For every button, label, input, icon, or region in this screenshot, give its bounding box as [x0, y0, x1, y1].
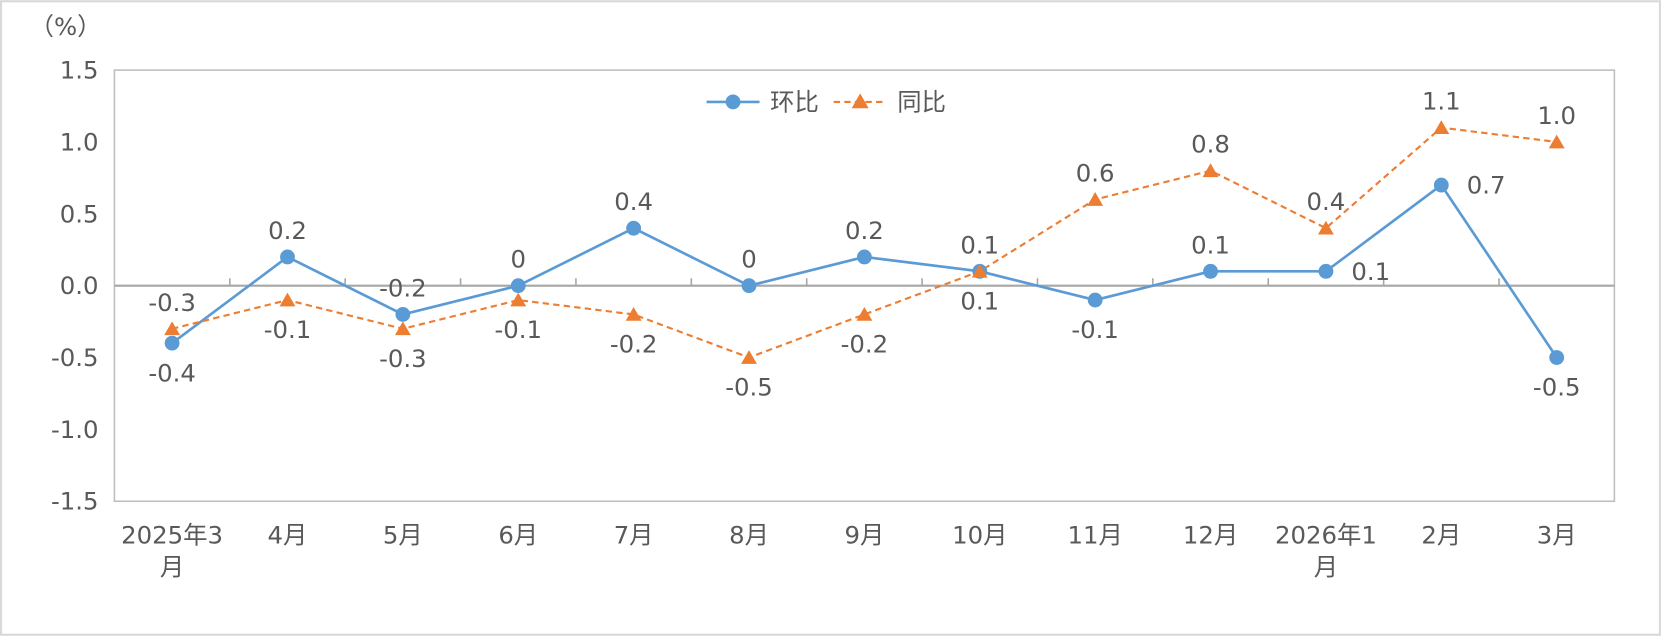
- data-labels: -0.4 0.2 -0.2 0 0.4 0 0.2 0.1 -0.1 0.1 0.1 0.7 -0.5 -…: [148, 87, 1580, 402]
- x-tick-label: 9月: [844, 521, 884, 550]
- series-2-data-label: -0.5: [725, 373, 773, 402]
- series-2-point: [1202, 163, 1219, 178]
- legend-label: 环比: [770, 87, 819, 116]
- series-1-point: [510, 278, 526, 294]
- y-tick-label: -1.0: [51, 415, 99, 444]
- series-1-point: [856, 249, 872, 265]
- series-1-data-label: 0.1: [1191, 230, 1230, 259]
- series-1-data-label: 0.1: [960, 230, 999, 259]
- series-1-data-label: 0.2: [268, 216, 307, 245]
- series-2-point: [1433, 120, 1450, 134]
- legend-item-series-2: 同比: [833, 87, 946, 116]
- x-tick-label: 10月: [952, 521, 1007, 550]
- series-2-point: [1087, 192, 1104, 206]
- x-tick-label: 4月: [268, 521, 308, 550]
- series-1-point: [280, 249, 295, 265]
- x-tick-label: 11月: [1067, 521, 1122, 550]
- series-1-data-label: -0.4: [148, 358, 196, 387]
- x-axis: 2025年3 月 4月 5月 6月 7月 8月 9月 10月 11月 12月 2026年1 月 2月 3月: [121, 278, 1577, 582]
- legend: 环比 同比: [706, 87, 946, 116]
- triangle-marker-icon: [851, 93, 869, 109]
- series-2-data-label: 0.1: [960, 286, 999, 315]
- series-1-data-label: 0: [510, 245, 525, 274]
- series-1-data-label: -0.2: [379, 273, 427, 302]
- series-1-data-label: 0.4: [614, 187, 653, 216]
- series-1-point: [395, 307, 411, 322]
- x-tick-label: 7月: [614, 521, 654, 550]
- series-2-data-label: 1.1: [1422, 87, 1461, 116]
- series-2-point: [625, 307, 642, 321]
- series-1-data-label: 0: [741, 245, 757, 274]
- x-tick-label: 2026年1 月: [1275, 521, 1377, 582]
- series-1-data-label: 0.1: [1351, 257, 1390, 286]
- series-2-point: [394, 321, 411, 336]
- series-2-data-label: -0.3: [148, 288, 196, 317]
- series-2-point: [1548, 134, 1565, 149]
- series-layer: [164, 120, 1565, 365]
- series-2-data-label: 1.0: [1537, 101, 1576, 130]
- x-tick-label: 12月: [1183, 521, 1238, 550]
- series-1-point: [1203, 263, 1218, 279]
- series-1-data-label: 0.7: [1467, 171, 1506, 200]
- x-tick-label: 3月: [1537, 521, 1577, 550]
- series-2-data-label: -0.3: [379, 344, 427, 373]
- series-2-point: [856, 307, 873, 321]
- y-tick-label: -0.5: [51, 343, 99, 372]
- series-1-point: [164, 335, 180, 351]
- series-1-point: [626, 220, 642, 236]
- x-tick-label: 6月: [498, 521, 538, 550]
- series-1-point: [1318, 263, 1334, 279]
- unit-label: （%）: [30, 12, 102, 41]
- series-1-point: [1433, 177, 1449, 193]
- series-2-data-label: 0.4: [1307, 187, 1346, 216]
- series-2-data-label: -0.1: [264, 315, 312, 344]
- series-2-point: [164, 321, 181, 336]
- series-2-point: [510, 292, 527, 307]
- series-1-data-label: -0.5: [1533, 373, 1581, 402]
- x-tick-label: 2025年3 月: [121, 521, 223, 582]
- y-tick-label: 1.5: [60, 56, 99, 85]
- circle-marker-icon: [725, 94, 741, 110]
- legend-item-series-1: 环比: [706, 87, 819, 116]
- series-1-point: [1549, 350, 1565, 365]
- y-tick-label: 0.5: [60, 199, 99, 228]
- y-axis: 1.5 1.0 0.5 0.0 -0.5 -1.0 -1.5: [51, 56, 99, 516]
- series-2-data-label: -0.2: [841, 330, 889, 359]
- x-tick-label: 2月: [1421, 521, 1461, 550]
- series-2-point: [1317, 220, 1334, 235]
- x-tick-label: 5月: [383, 521, 423, 550]
- series-1-data-label: -0.1: [1071, 315, 1119, 344]
- series-2-data-label: 0.6: [1076, 158, 1115, 187]
- series-2-point: [279, 292, 296, 307]
- legend-label: 同比: [897, 87, 946, 116]
- series-1-point: [741, 278, 757, 294]
- series-1-point: [1087, 292, 1103, 308]
- series-2-data-label: 0.8: [1191, 130, 1230, 159]
- series-2-data-label: -0.1: [494, 315, 542, 344]
- series-2-data-label: -0.2: [610, 330, 658, 359]
- y-tick-label: 0.0: [60, 271, 99, 300]
- series-1-data-label: 0.2: [845, 216, 884, 245]
- x-tick-label: 8月: [729, 521, 769, 550]
- y-tick-label: -1.5: [51, 487, 99, 516]
- y-tick-label: 1.0: [60, 127, 99, 156]
- series-2-point: [971, 263, 988, 278]
- series-2-point: [741, 350, 757, 364]
